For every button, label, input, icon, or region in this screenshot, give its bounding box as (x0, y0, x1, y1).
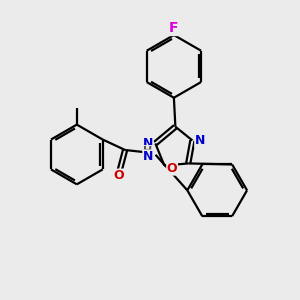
Text: F: F (169, 22, 178, 35)
Text: O: O (114, 169, 124, 182)
Text: N: N (142, 137, 153, 150)
Text: N: N (143, 150, 153, 163)
Text: N: N (195, 134, 205, 147)
Text: H: H (143, 146, 153, 156)
Text: O: O (167, 162, 177, 175)
